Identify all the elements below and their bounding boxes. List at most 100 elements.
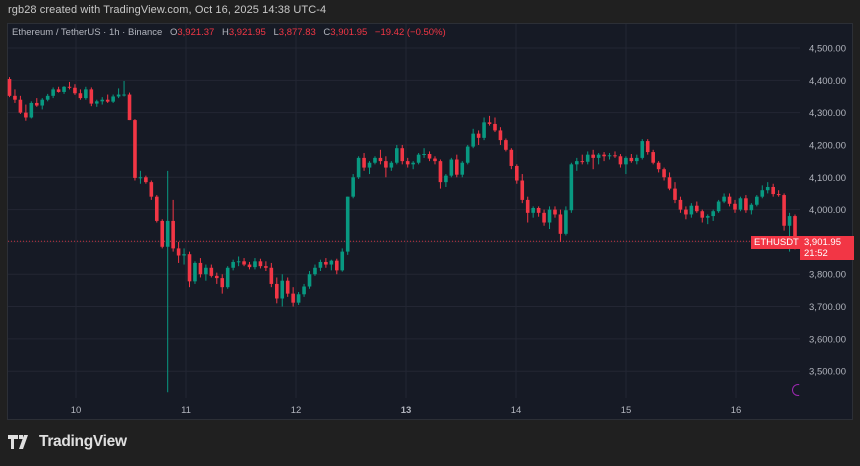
chart-credit: rgb28 created with TradingView.com, Oct … [8, 4, 327, 16]
candle-body [765, 186, 770, 191]
candle-body [705, 216, 710, 218]
close-value: 3,901.95 [330, 27, 368, 38]
candle-body [498, 130, 503, 141]
candle-body [465, 146, 470, 163]
tradingview-logo-icon [8, 435, 28, 449]
candle-body [89, 89, 94, 104]
price-change: −19.42 (−0.50%) [374, 27, 446, 38]
candle-body [269, 267, 274, 284]
candle-body [73, 87, 77, 94]
candle-body [673, 188, 677, 200]
candle-body [716, 201, 721, 212]
candle-body [695, 205, 699, 212]
candle-body [433, 158, 437, 162]
candle-body [144, 177, 148, 183]
candle-body [384, 161, 388, 168]
candle-body [367, 162, 372, 168]
candle-body [334, 260, 339, 271]
candle-body [258, 261, 263, 267]
candle-body [755, 196, 759, 205]
candle-body [313, 267, 317, 275]
candle-body [351, 177, 355, 197]
open-label: O [169, 27, 178, 38]
candle-body [454, 159, 459, 175]
candle-body [629, 157, 634, 162]
candle-body [493, 123, 497, 131]
candle-body [411, 162, 415, 165]
x-tick-label: 14 [511, 405, 522, 416]
candle-body [24, 112, 28, 118]
candle-body [149, 182, 154, 197]
candle-body [242, 261, 246, 265]
candle-body [667, 177, 672, 189]
candle-body [40, 99, 45, 106]
candle-body [771, 186, 775, 195]
candle-body [100, 99, 105, 102]
bar-countdown: 21:52 [804, 248, 828, 259]
y-tick-label: 4,500.00 [809, 44, 846, 55]
tradingview-logo[interactable]: TradingView [8, 433, 127, 451]
candle-body [291, 293, 295, 303]
candle-body [133, 120, 137, 178]
x-tick-label: 11 [181, 405, 191, 416]
candle-body [51, 89, 55, 96]
candle-body [760, 190, 765, 197]
candle-body [116, 94, 121, 97]
candle-body [711, 211, 715, 217]
events-icon[interactable] [792, 384, 800, 396]
candle-body [231, 261, 235, 268]
candle-body [318, 261, 323, 268]
candle-body [176, 248, 181, 256]
last-price-tag: 3,901.95 21:52 [800, 236, 854, 260]
x-tick-label: 10 [71, 405, 82, 416]
y-tick-label: 3,500.00 [809, 367, 846, 378]
candle-body [29, 102, 34, 118]
candle-body [651, 152, 655, 163]
candle-body [264, 266, 268, 268]
y-tick-label: 4,100.00 [809, 173, 846, 184]
candle-body [214, 275, 219, 279]
low-label: L [273, 27, 279, 38]
candle-body [236, 261, 241, 263]
candle-body [782, 195, 786, 226]
candle-body [662, 169, 666, 178]
candle-body [504, 140, 508, 150]
candle-body [558, 214, 563, 234]
candle-body [427, 154, 432, 159]
low-value: 3,877.83 [278, 27, 316, 38]
candle-body [373, 157, 377, 163]
y-tick-label: 3,600.00 [809, 334, 846, 345]
candle-body [738, 198, 743, 210]
high-value: 3,921.95 [228, 27, 266, 38]
candle-body [444, 175, 448, 183]
candle-body [602, 154, 606, 157]
candle-body [62, 86, 66, 92]
candle-body [204, 267, 208, 275]
candle-body [345, 196, 350, 252]
candle-body [689, 205, 694, 215]
ticker-tag: ETHUSDT [751, 236, 802, 249]
candle-body [56, 89, 61, 92]
candle-body [34, 102, 39, 106]
candle-body [553, 209, 557, 215]
y-tick-label: 4,400.00 [809, 76, 846, 87]
candle-body [624, 157, 628, 165]
candle-body [531, 207, 535, 213]
candle-body [520, 180, 525, 200]
candle-body [727, 196, 732, 204]
candle-body [274, 283, 279, 299]
candle-body [405, 161, 410, 165]
candle-body [684, 209, 688, 215]
candle-body [209, 267, 214, 276]
chart-frame[interactable] [7, 23, 853, 420]
candle-body [536, 207, 541, 213]
y-tick-label: 3,700.00 [809, 302, 846, 313]
candle-body [487, 122, 492, 124]
candle-body [509, 149, 514, 166]
candle-body [564, 210, 568, 234]
candle-body [171, 220, 175, 249]
candle-body [793, 216, 797, 242]
candle-body [154, 196, 159, 221]
candle-body [362, 157, 366, 168]
